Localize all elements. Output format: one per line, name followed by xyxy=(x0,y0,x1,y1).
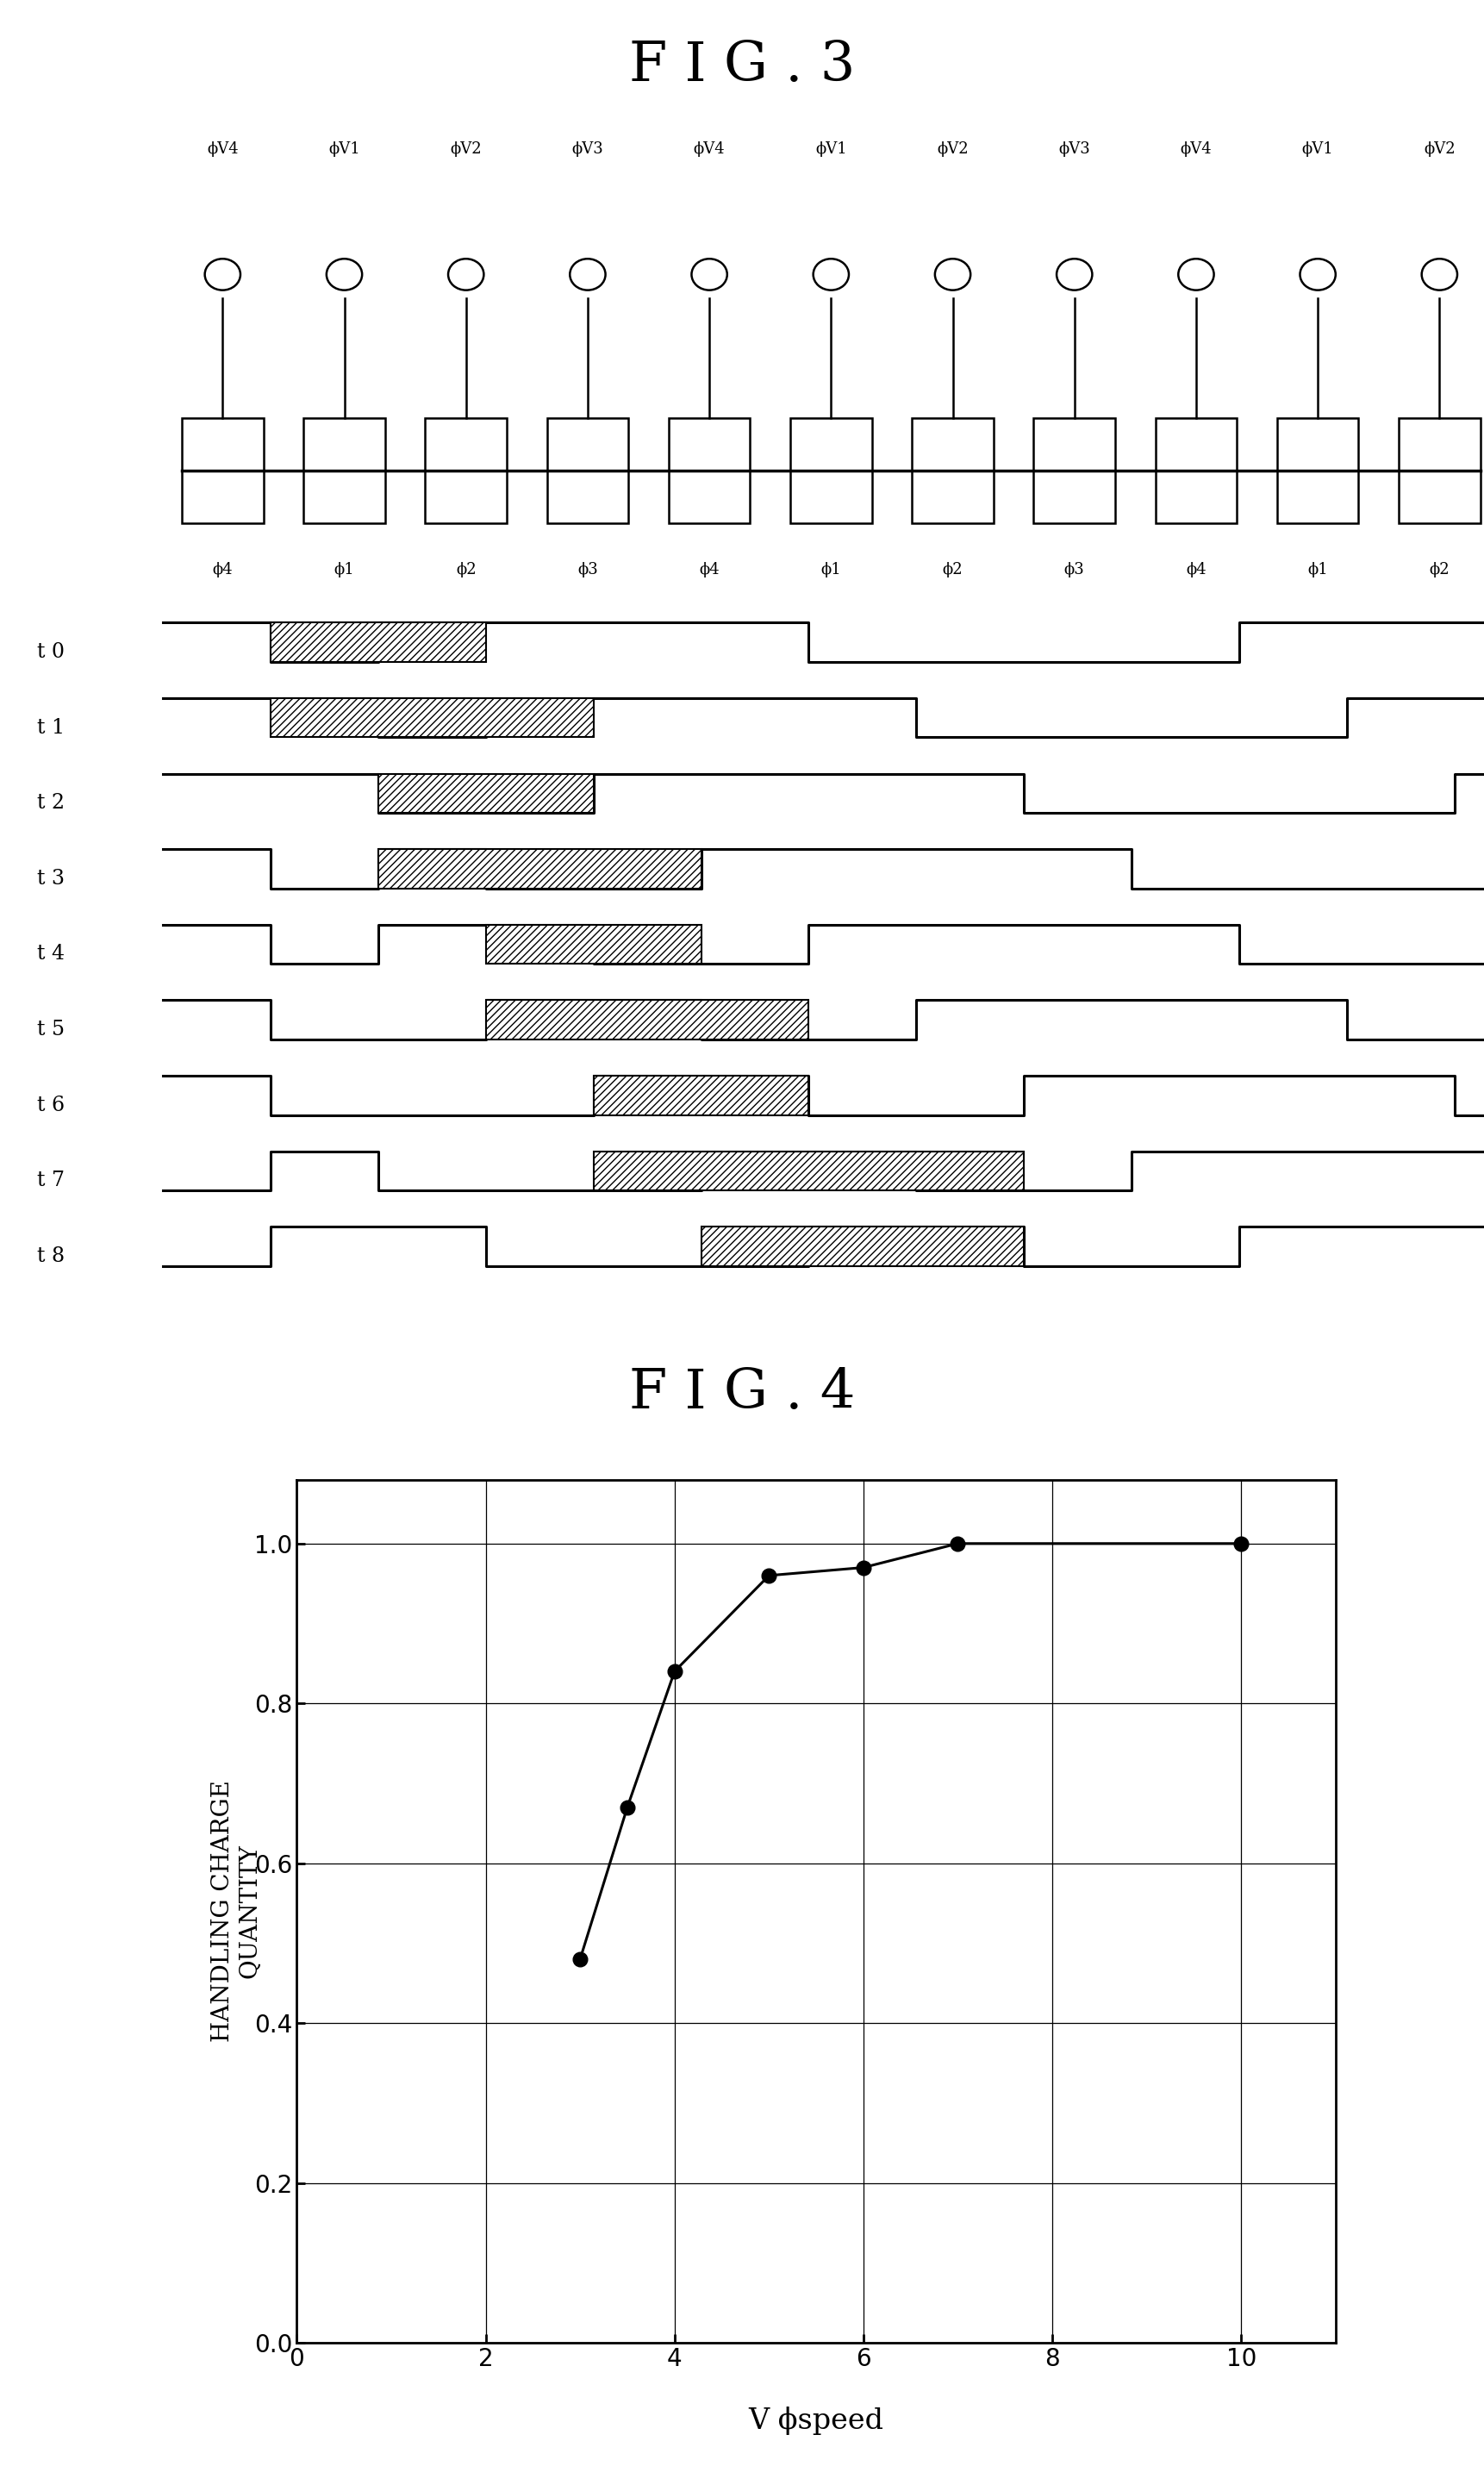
Bar xyxy=(789,419,873,523)
Text: ϕV2: ϕV2 xyxy=(450,141,482,158)
Text: ϕ3: ϕ3 xyxy=(577,562,598,577)
Bar xyxy=(303,419,386,523)
Bar xyxy=(270,698,594,737)
Text: ϕ2: ϕ2 xyxy=(942,562,963,577)
Bar xyxy=(700,1226,1024,1265)
Text: ϕ2: ϕ2 xyxy=(1429,562,1450,577)
Bar xyxy=(378,774,594,814)
Text: ϕ1: ϕ1 xyxy=(821,562,841,577)
Text: F I G . 3: F I G . 3 xyxy=(629,39,855,91)
Bar xyxy=(546,419,629,523)
Text: t 5: t 5 xyxy=(37,1021,65,1041)
Text: ϕ2: ϕ2 xyxy=(456,562,476,577)
Text: ϕV4: ϕV4 xyxy=(693,141,726,158)
X-axis label: V ϕspeed: V ϕspeed xyxy=(748,2407,884,2436)
Bar xyxy=(1276,419,1359,523)
Text: ϕ1: ϕ1 xyxy=(1307,562,1328,577)
Text: ϕV2: ϕV2 xyxy=(936,141,969,158)
Text: t 1: t 1 xyxy=(37,718,65,737)
Text: ϕV2: ϕV2 xyxy=(1423,141,1456,158)
Bar xyxy=(487,925,700,964)
Text: t 0: t 0 xyxy=(37,641,65,661)
Text: ϕ4: ϕ4 xyxy=(1186,562,1206,577)
Text: ϕV1: ϕV1 xyxy=(1301,141,1334,158)
Y-axis label: HANDLING CHARGE
QUANTITY: HANDLING CHARGE QUANTITY xyxy=(211,1780,261,2042)
Text: ϕV4: ϕV4 xyxy=(1180,141,1212,158)
Bar xyxy=(594,1152,1024,1191)
Bar xyxy=(594,1075,809,1115)
Bar xyxy=(378,848,700,888)
Text: ϕ4: ϕ4 xyxy=(212,562,233,577)
Text: t 3: t 3 xyxy=(37,868,65,888)
Bar xyxy=(424,419,506,523)
Text: ϕV1: ϕV1 xyxy=(328,141,361,158)
Bar xyxy=(487,1001,809,1041)
Text: t 2: t 2 xyxy=(37,794,65,814)
Bar xyxy=(1033,419,1116,523)
Text: ϕV3: ϕV3 xyxy=(1058,141,1091,158)
Text: ϕV1: ϕV1 xyxy=(815,141,847,158)
Bar xyxy=(1398,419,1480,523)
Bar xyxy=(181,419,264,523)
Text: t 6: t 6 xyxy=(37,1095,65,1115)
Text: ϕV3: ϕV3 xyxy=(571,141,604,158)
Bar xyxy=(668,419,749,523)
Text: t 8: t 8 xyxy=(37,1245,65,1265)
Text: ϕV4: ϕV4 xyxy=(206,141,239,158)
Bar xyxy=(270,621,487,661)
Text: F I G . 4: F I G . 4 xyxy=(629,1366,855,1420)
Text: ϕ4: ϕ4 xyxy=(699,562,720,577)
Text: ϕ1: ϕ1 xyxy=(334,562,355,577)
Text: t 4: t 4 xyxy=(37,944,65,964)
Text: t 7: t 7 xyxy=(37,1171,65,1191)
Bar xyxy=(1155,419,1238,523)
Text: ϕ3: ϕ3 xyxy=(1064,562,1085,577)
Bar xyxy=(911,419,994,523)
